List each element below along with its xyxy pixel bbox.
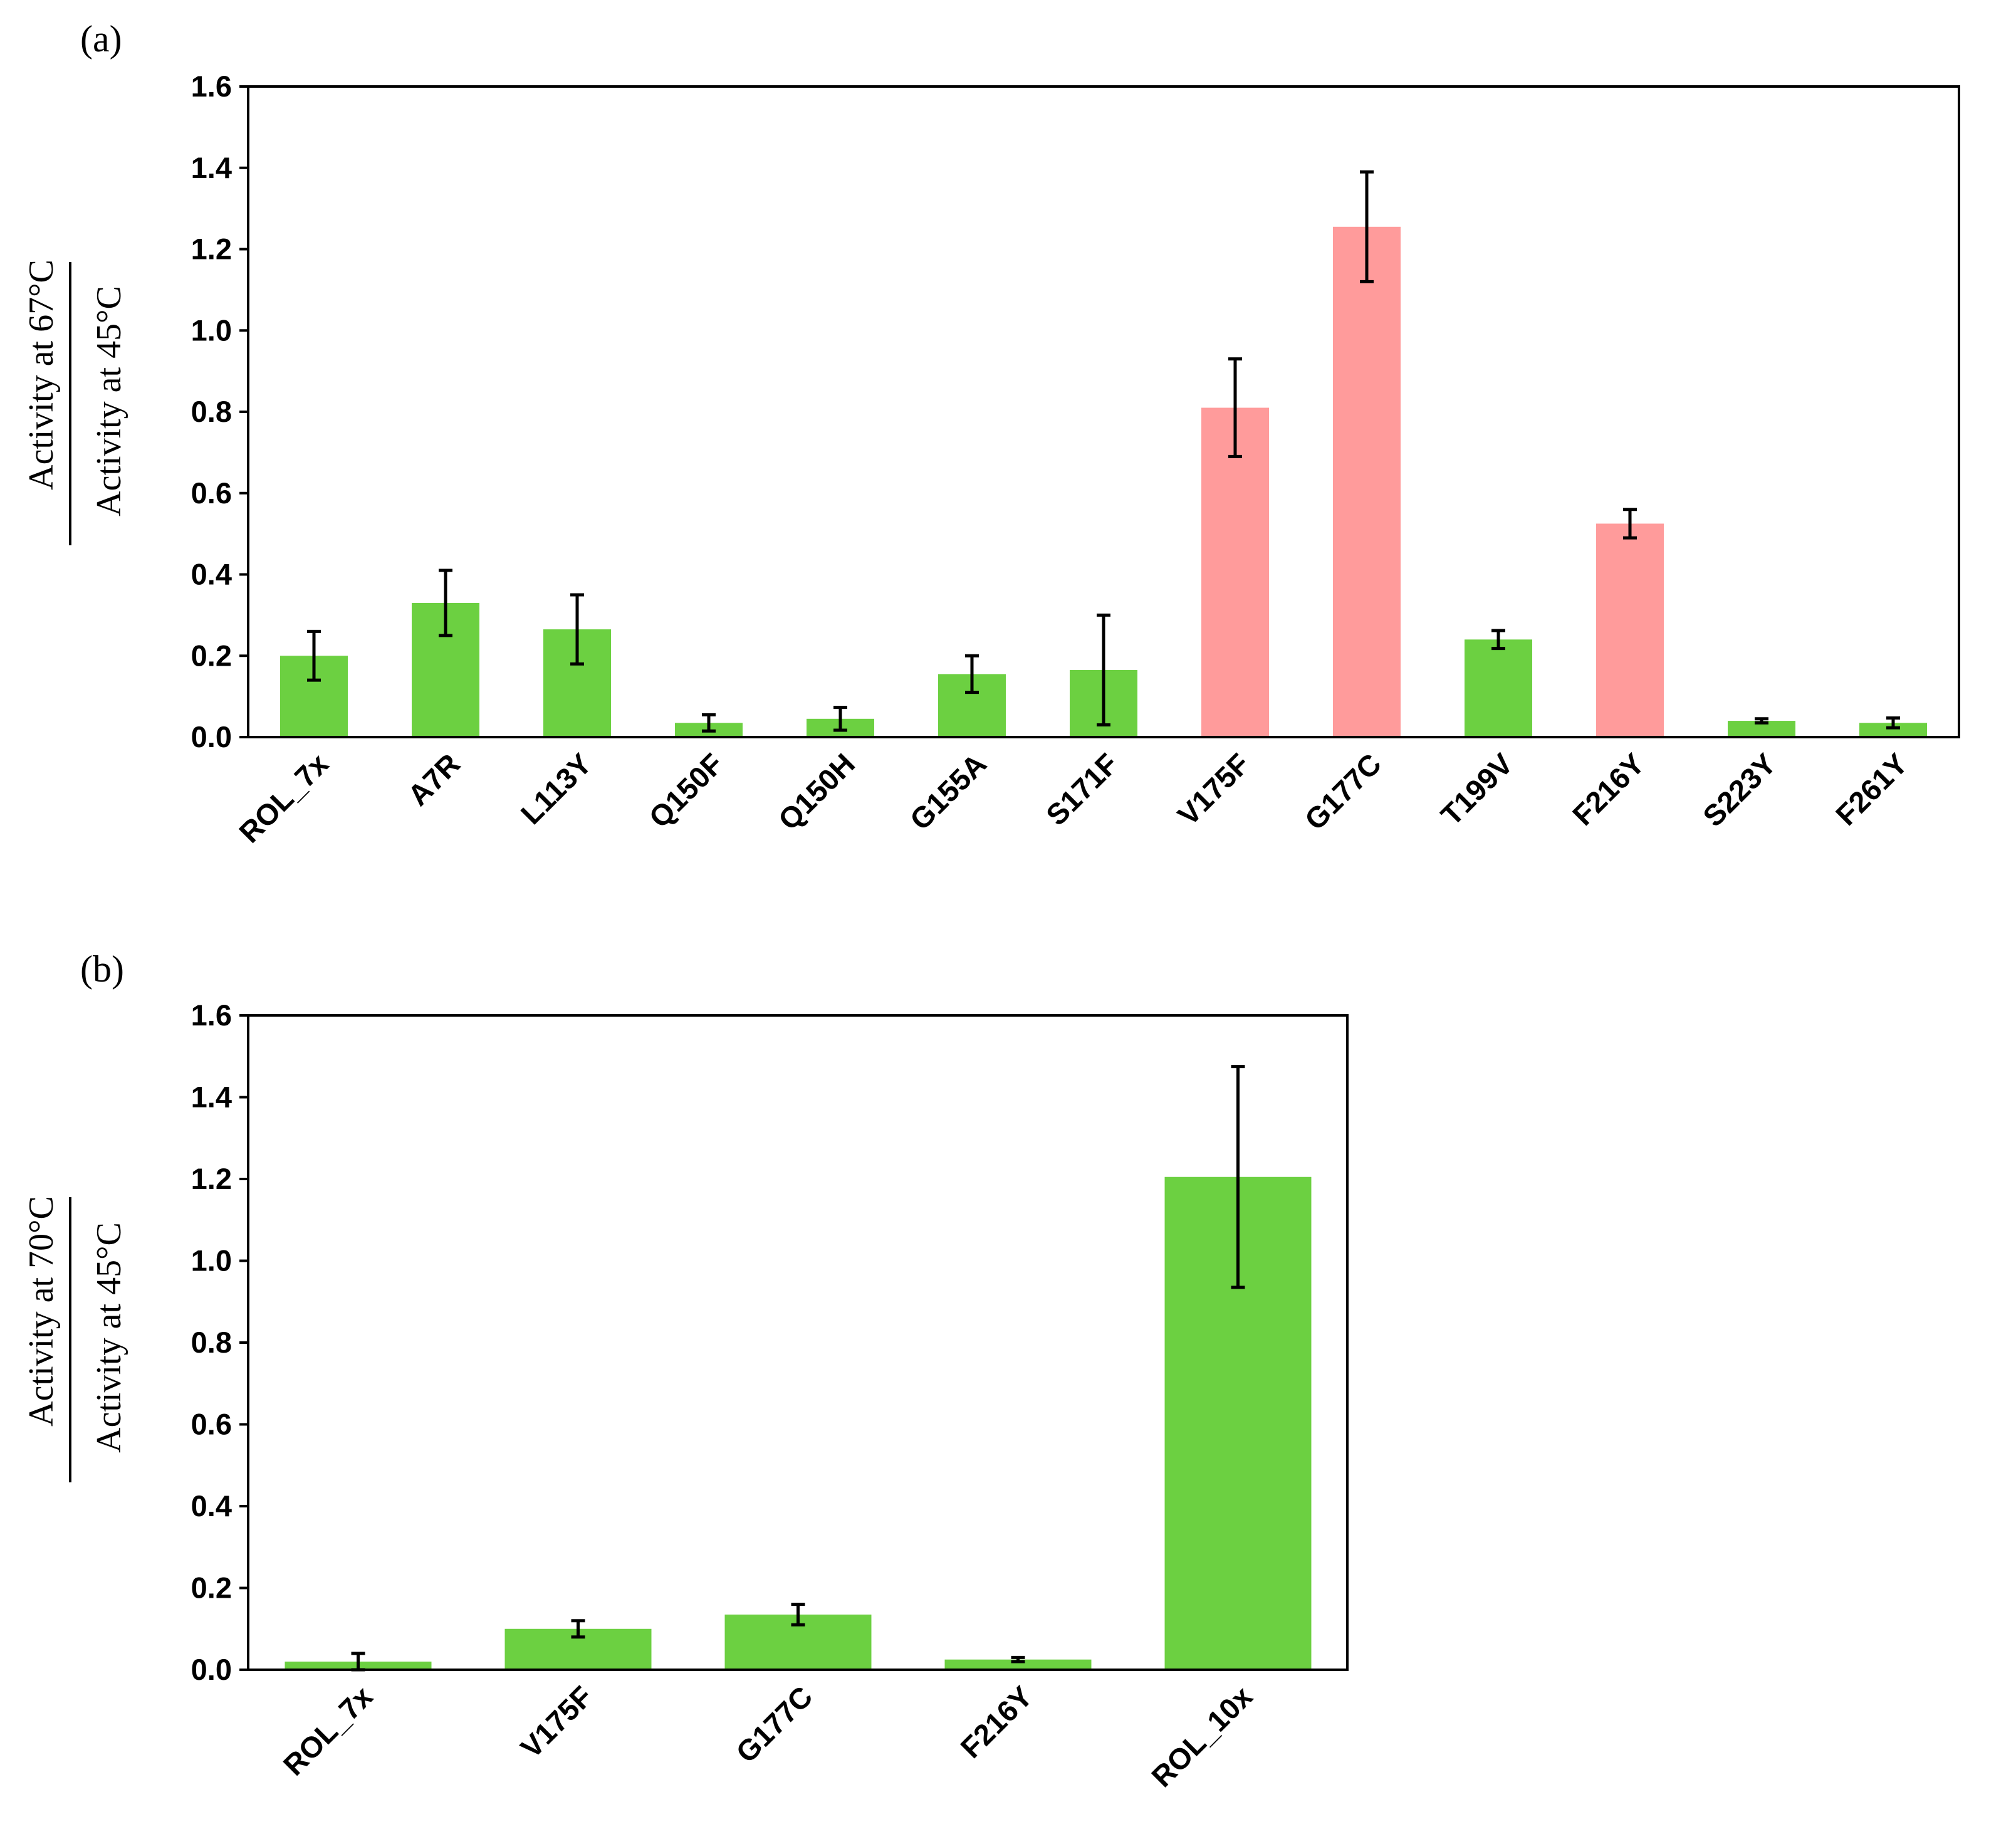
error-bar — [1755, 717, 1768, 725]
error-bar — [1231, 1065, 1245, 1289]
y-tick-label: 0.6 — [191, 476, 232, 510]
bar-f216y — [944, 1659, 1092, 1670]
bar-f261y — [1859, 723, 1927, 737]
bar-g177c — [1333, 226, 1401, 738]
y-label-numerator-a: Activity at 67°C — [22, 259, 61, 490]
y-tick-label: 1.2 — [191, 233, 232, 266]
bar-t199v — [1465, 639, 1532, 737]
x-tick-label: V175F — [514, 1680, 598, 1764]
error-bars-b — [351, 1065, 1245, 1672]
x-tick-label: G155A — [903, 747, 993, 837]
y-label-denominator-b: Activity at 45°C — [90, 1222, 128, 1453]
y-tick-label: 1.6 — [191, 70, 232, 103]
x-tick-label: F261Y — [1829, 747, 1914, 832]
x-tick-label: V175F — [1171, 747, 1256, 832]
y-tick-label: 0.8 — [191, 395, 232, 428]
x-tick-label: L113Y — [514, 747, 598, 831]
y-axis-label-a: Activity at 67°C Activity at 45°C — [22, 259, 128, 545]
x-tick-labels-a: ROL_7x A7R L113Y Q150F Q150H G155A S171F V175F G… — [232, 747, 1914, 849]
y-tick-label: 0.4 — [191, 558, 232, 591]
x-tick-label: ROL_10x — [1145, 1680, 1259, 1794]
y-ticks-b: 0.0 0.2 0.4 0.6 0.8 1.0 1.2 1.4 1.6 — [191, 998, 248, 1686]
y-label-numerator-b: Activity at 70°C — [22, 1196, 61, 1427]
x-tick-label: A7R — [401, 747, 466, 812]
x-tick-label: G177C — [729, 1680, 819, 1769]
y-tick-label: 0.2 — [191, 639, 232, 672]
error-bar — [570, 593, 584, 666]
y-tick-label: 0.6 — [191, 1408, 232, 1441]
y-tick-label: 1.4 — [191, 151, 232, 184]
x-tick-label: G177C — [1298, 747, 1387, 837]
y-tick-label: 0.0 — [191, 720, 232, 753]
error-bar — [1097, 613, 1110, 727]
y-tick-label: 1.6 — [191, 998, 232, 1032]
error-bar — [1360, 170, 1374, 283]
x-tick-label: Q150F — [642, 747, 729, 834]
error-bar — [1228, 357, 1242, 458]
y-tick-label: 0.8 — [191, 1326, 232, 1359]
y-ticks-a: 0.0 0.2 0.4 0.6 0.8 1.0 1.2 1.4 1.6 — [191, 70, 248, 753]
error-bar — [1623, 508, 1637, 540]
error-bar — [1011, 1655, 1025, 1663]
x-tick-label: F216Y — [1566, 747, 1651, 832]
error-bars-a — [307, 170, 1900, 733]
x-tick-labels-b: ROL_7x V175F G177C F216Y ROL_10x — [276, 1680, 1258, 1794]
plot-frame-a — [247, 85, 1960, 738]
x-tick-label: T199V — [1434, 747, 1520, 832]
y-tick-label: 1.0 — [191, 1244, 232, 1277]
error-bar — [307, 629, 321, 682]
error-bar — [1886, 716, 1900, 730]
y-tick-label: 0.0 — [191, 1653, 232, 1686]
y-label-denominator-a: Activity at 45°C — [90, 286, 128, 516]
x-tick-label: F216Y — [954, 1680, 1038, 1764]
y-tick-label: 0.2 — [191, 1571, 232, 1605]
x-tick-label: Q150H — [771, 747, 861, 837]
panel-b: (b) Activity at 70°C Activity at 45°C 0.… — [22, 948, 1349, 1794]
x-tick-label: S171F — [1040, 747, 1124, 832]
bar-v175f — [1201, 407, 1269, 737]
y-axis-label-b: Activity at 70°C Activity at 45°C — [22, 1196, 128, 1482]
panel-label-b: (b) — [80, 948, 124, 990]
x-tick-label: S223Y — [1696, 747, 1782, 833]
error-bar — [833, 706, 847, 732]
error-bar — [965, 654, 979, 694]
plot-frame-b — [247, 1014, 1349, 1671]
x-tick-label: ROL_7x — [232, 747, 335, 849]
error-bar — [1491, 629, 1505, 651]
y-tick-label: 0.4 — [191, 1489, 232, 1522]
x-tick-label: ROL_7x — [276, 1680, 379, 1782]
y-tick-label: 1.2 — [191, 1162, 232, 1195]
error-bar — [571, 1619, 585, 1639]
y-tick-label: 1.0 — [191, 313, 232, 347]
bars-b — [285, 1176, 1312, 1670]
error-bar — [439, 568, 452, 637]
y-tick-label: 1.4 — [191, 1081, 232, 1114]
error-bar — [791, 1603, 805, 1627]
error-bar — [702, 713, 716, 733]
bar-f216y — [1596, 523, 1664, 737]
panel-label-a: (a) — [80, 18, 122, 60]
panel-a: (a) Activity at 67°C Activity at 45°C 0.… — [22, 18, 1960, 849]
